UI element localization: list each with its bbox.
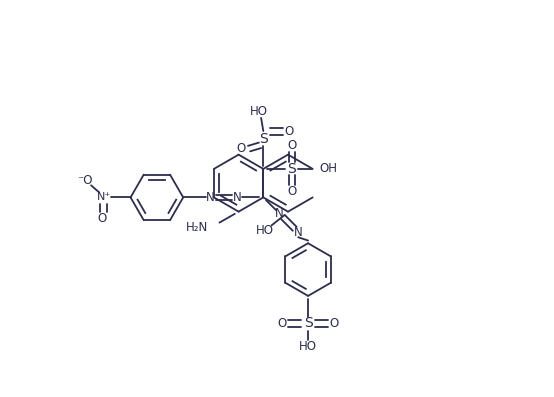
Text: N⁺: N⁺ [97,193,111,202]
Text: S: S [288,162,296,176]
Text: HO: HO [256,224,274,237]
Text: ⁻O: ⁻O [78,174,93,187]
Text: O: O [278,317,287,330]
Text: O: O [284,125,294,138]
Text: H₂N: H₂N [186,220,208,233]
Text: S: S [259,132,268,146]
Text: HO: HO [299,340,317,353]
Text: OH: OH [319,162,337,175]
Text: O: O [237,142,246,155]
Text: N: N [233,191,242,204]
Text: O: O [287,139,296,152]
Text: O: O [287,185,296,198]
Text: HO: HO [250,105,268,118]
Text: O: O [97,212,106,225]
Text: S: S [304,316,312,330]
Text: N: N [206,191,215,204]
Text: N: N [275,207,284,220]
Text: O: O [329,317,338,330]
Text: N: N [294,226,302,239]
